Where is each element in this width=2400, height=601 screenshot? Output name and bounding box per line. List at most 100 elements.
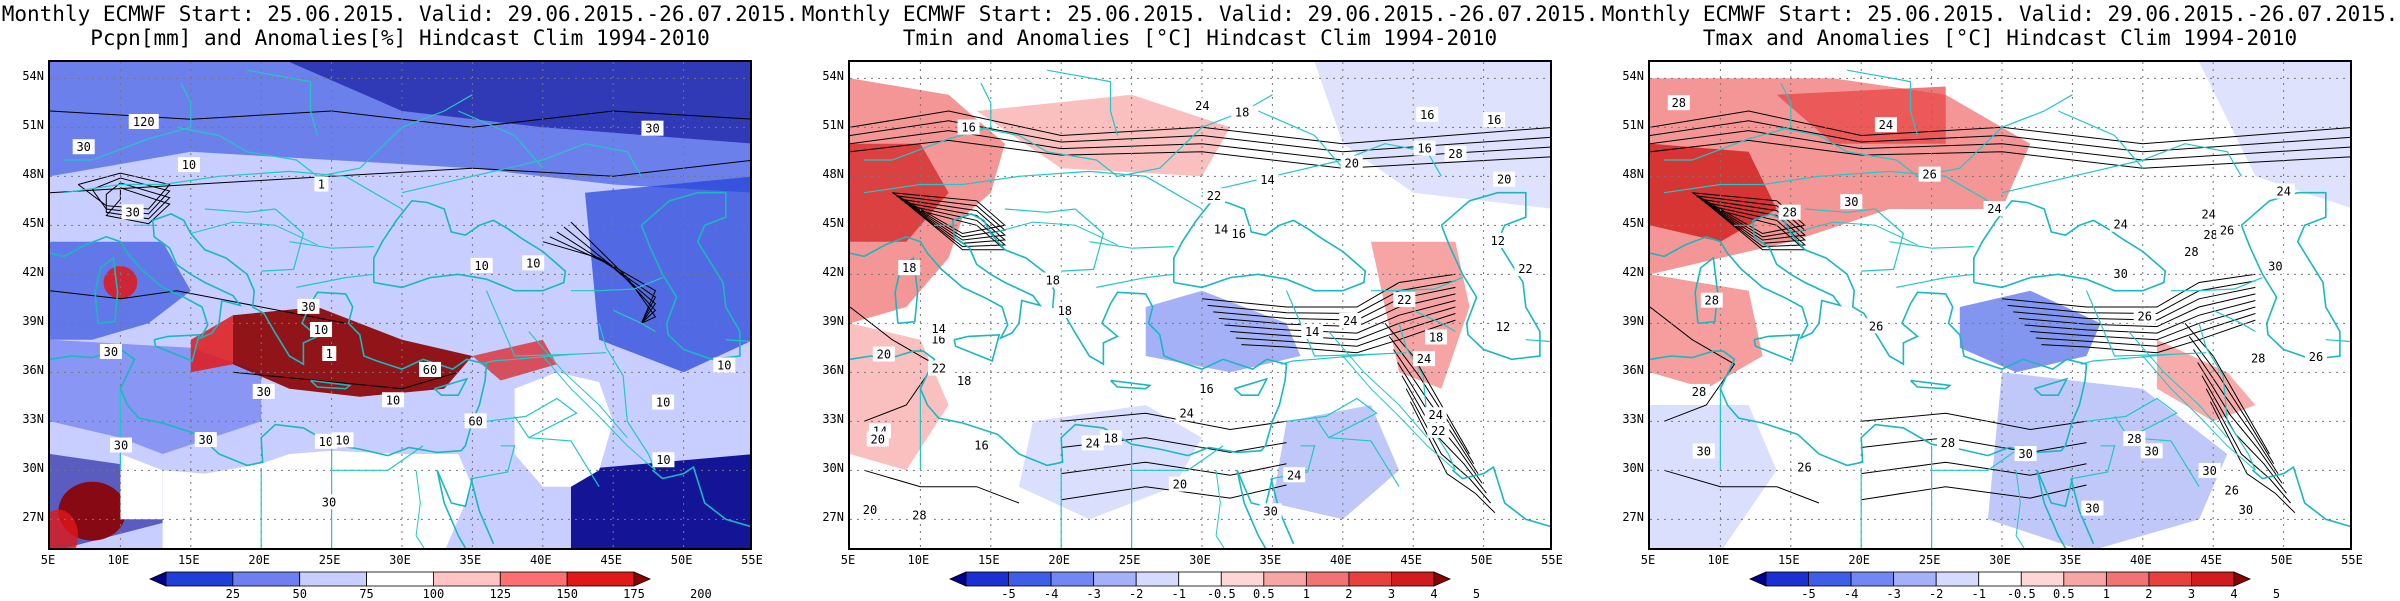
contour-label: 30 — [125, 205, 139, 219]
colorbar-tick-label: 50 — [292, 587, 307, 601]
contour-label-bg — [331, 432, 354, 448]
contour-label: 28 — [1448, 147, 1462, 161]
rivers — [934, 221, 1456, 548]
colorbar-tick-label: 75 — [359, 587, 374, 601]
lon-tick-label: 5E — [840, 553, 856, 567]
country-border — [480, 353, 572, 365]
contour-label: 30 — [2018, 447, 2032, 461]
colorbar-svg — [1749, 571, 2251, 587]
country-border — [1889, 241, 1974, 249]
contour-line — [549, 236, 657, 324]
contour-label: 24 — [1428, 408, 1442, 422]
contour-line — [2205, 388, 2291, 504]
contour-label-bg — [1413, 140, 1436, 156]
contour-label-bg — [297, 298, 320, 314]
country-border — [64, 82, 192, 161]
contour-label-bg — [2198, 462, 2221, 478]
contour-label: 16 — [1417, 142, 1431, 156]
colorbar-tick-label: -4 — [1043, 587, 1059, 601]
coastline — [372, 199, 567, 292]
contour-label: 28 — [912, 508, 926, 522]
country-border — [1046, 69, 1119, 136]
contour-label: 24 — [1085, 436, 1099, 450]
lon-tick-label: 30E — [1989, 553, 2011, 567]
country-border — [401, 143, 642, 194]
contour-label: 24 — [1879, 118, 1893, 132]
contour-label: 30 — [257, 385, 271, 399]
colorbar-tick-label: -4 — [1843, 587, 1859, 601]
country-border — [1525, 339, 1550, 343]
contour-label-bg — [1865, 318, 1888, 334]
colorbar-tick-label: -5 — [1001, 587, 1016, 601]
river-line — [990, 221, 1118, 246]
colorbar-segment — [566, 571, 635, 587]
contour-label-bg — [121, 204, 144, 220]
lat-tick-label: 45N — [22, 216, 44, 231]
tmax-panel: Monthly ECMWF Start: 25.06.2015. Valid: … — [1600, 0, 2400, 600]
contour-label-bg — [1393, 292, 1416, 308]
contour-label-bg — [1168, 476, 1191, 492]
contour-label: 30 — [1263, 504, 1277, 518]
country-border — [2114, 416, 2200, 488]
contour-label: 30 — [2202, 464, 2216, 478]
cold-anomaly-region — [2199, 62, 2350, 208]
country-border — [1398, 323, 1456, 471]
contour-label-bg — [2123, 431, 2146, 447]
coastline — [1233, 377, 1269, 397]
tmin-map: 16 18 18 14 16 18 16 16 16 14 14 12 24 20 18 24 22 22 20 16… — [848, 60, 1552, 550]
lon-tick-label: 10E — [1707, 553, 1730, 567]
contour-label-bg — [1301, 323, 1324, 339]
lon-tick-label: 40E — [1329, 553, 1352, 567]
country-border — [1089, 241, 1174, 249]
coastline — [436, 470, 467, 548]
contour-line — [1700, 198, 1807, 241]
tmax-map: 24 24 24 26 28 28 30 26 26 30 28 26 30 26 28 24 28 30 28 28… — [1648, 60, 2352, 550]
contour-line — [2018, 293, 2256, 328]
lat-tick-label: 42N — [822, 265, 844, 280]
lon-tick-label: 55E — [1541, 553, 1563, 567]
colorbar-tick-label: 2 — [1345, 587, 1353, 601]
contour-label-bg — [652, 394, 675, 410]
country-border — [261, 208, 305, 272]
country-border — [571, 277, 663, 292]
contour-label: 26 — [2224, 484, 2238, 498]
contour-label: 20 — [1173, 478, 1187, 492]
tmin-panel: Monthly ECMWF Start: 25.06.2015. Valid: … — [800, 0, 1600, 600]
contour-label-bg — [2133, 308, 2156, 324]
dark-blue-anomaly-region — [289, 62, 750, 144]
contour-label-bg — [1700, 292, 1723, 308]
contour-line — [1384, 322, 1470, 455]
contour-label: 28 — [2184, 245, 2198, 259]
lat-tick-label: 27N — [822, 510, 844, 525]
colorbar-segment — [1093, 571, 1137, 587]
contour-label: 30 — [2239, 503, 2253, 517]
country-border — [1004, 208, 1076, 213]
river-line — [2142, 355, 2256, 471]
country-border — [2171, 277, 2263, 292]
country-border — [1931, 445, 2024, 471]
lon-tick-label: 40E — [529, 553, 552, 567]
contour-label-bg — [2014, 446, 2037, 462]
contour-label-bg — [1191, 98, 1214, 114]
lon-tick-label: 5E — [40, 553, 56, 567]
contour-label: 24 — [1417, 352, 1431, 366]
country-border — [1286, 397, 1378, 439]
panel-title-line2: Tmax and Anomalies [°C] Hindcast Clim 19… — [1702, 26, 2298, 50]
lon-tick-label: 25E — [318, 553, 341, 567]
contour-label: 26 — [2137, 310, 2151, 324]
lon-tick-label: 30E — [1189, 553, 1211, 567]
lon-tick-label: 30E — [389, 553, 411, 567]
contour-label: 30 — [301, 300, 315, 314]
coastline — [1172, 199, 1367, 292]
colorbar-tick-label: -0.5 — [2006, 587, 2036, 601]
colorbar-tick-label: 100 — [422, 587, 445, 601]
country-border — [2325, 339, 2350, 343]
contour-label: 26 — [1922, 168, 1936, 182]
coastline — [94, 256, 119, 325]
contour-label-bg — [314, 176, 329, 192]
contour-line — [850, 110, 1550, 145]
contour-label: 10 — [319, 435, 333, 449]
red-anomaly-region — [472, 339, 557, 381]
contour-line — [232, 371, 459, 390]
